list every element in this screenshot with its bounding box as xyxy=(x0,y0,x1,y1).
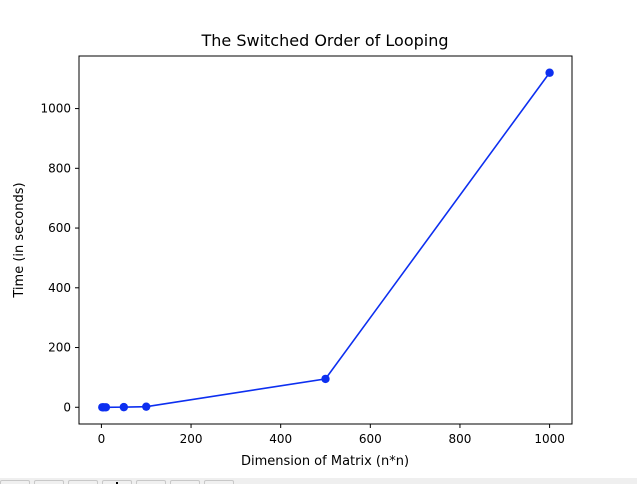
pan-icon xyxy=(116,482,118,484)
data-point xyxy=(119,402,129,412)
y-tick-label: 0 xyxy=(63,400,71,414)
axes-frame xyxy=(78,55,573,425)
y-tick-label: 400 xyxy=(48,281,71,295)
pan-button[interactable] xyxy=(102,480,132,484)
zoom-button[interactable] xyxy=(136,480,166,484)
x-tick-label: 0 xyxy=(98,432,106,446)
chart-title: The Switched Order of Looping xyxy=(201,31,449,50)
x-tick-label: 800 xyxy=(449,432,472,446)
y-axis: 0 200 400 600 800 1000 xyxy=(40,102,79,414)
save-button[interactable] xyxy=(204,480,234,484)
data-point xyxy=(142,402,151,411)
toolbar xyxy=(0,478,637,484)
y-tick-label: 1000 xyxy=(40,102,71,116)
data-point xyxy=(545,68,554,77)
x-axis: 0 200 400 600 800 1000 xyxy=(98,424,565,446)
y-tick-label: 600 xyxy=(48,221,71,235)
x-tick-label: 600 xyxy=(359,432,382,446)
back-button[interactable] xyxy=(34,480,64,484)
x-tick-label: 400 xyxy=(269,432,292,446)
data-point xyxy=(101,403,111,412)
configure-subplots-button[interactable] xyxy=(170,480,200,484)
data-point xyxy=(321,374,330,384)
x-tick-label: 200 xyxy=(180,432,203,446)
home-button[interactable] xyxy=(0,480,30,484)
y-tick-label: 200 xyxy=(48,341,71,355)
series-layer xyxy=(98,68,554,412)
x-tick-label: 1000 xyxy=(534,432,565,446)
x-axis-label: Dimension of Matrix (n*n) xyxy=(241,454,409,469)
forward-button[interactable] xyxy=(68,480,98,484)
y-tick-label: 800 xyxy=(48,161,71,175)
y-axis-label: Time (in seconds) xyxy=(12,182,27,298)
